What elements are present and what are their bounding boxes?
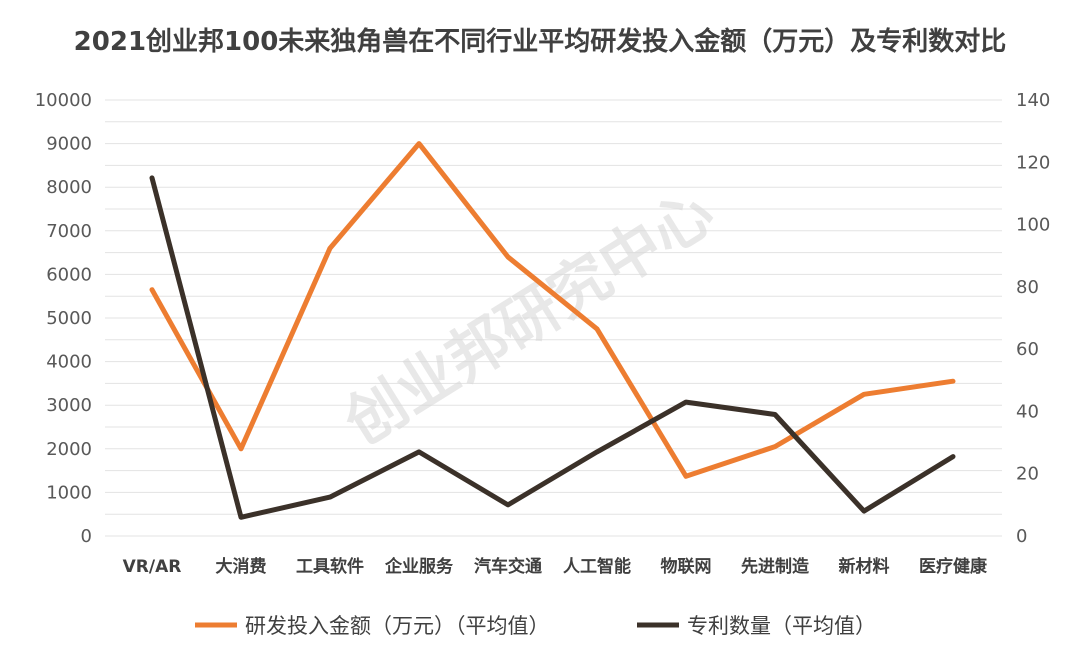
chart-title: 2021创业邦100未来独角兽在不同行业平均研发投入金额（万元）及专利数对比 (74, 26, 1007, 57)
left-tick-label: 10000 (35, 90, 92, 111)
series-line-1 (149, 141, 956, 479)
right-tick-label: 120 (1016, 152, 1050, 173)
left-tick-label: 3000 (46, 395, 92, 416)
series-lines (149, 141, 956, 520)
data-point (417, 450, 421, 454)
data-point (506, 503, 510, 507)
left-tick-label: 4000 (46, 352, 92, 373)
data-point (862, 392, 866, 396)
x-tick-label: VR/AR (123, 557, 182, 577)
data-point (684, 474, 688, 478)
data-point (951, 455, 955, 459)
left-tick-label: 6000 (46, 264, 92, 285)
data-point (328, 495, 332, 499)
x-tick-label: 汽车交通 (474, 556, 542, 577)
left-tick-label: 0 (81, 526, 92, 547)
x-tick-label: 企业服务 (384, 556, 454, 577)
legend: 研发投入金额（万元）（平均值） 专利数量（平均值） (195, 614, 876, 638)
x-axis: VR/AR 大消费 工具软件 企业服务 汽车交通 人工智能 物联网 先进制造 新材料 医疗健康 (123, 556, 988, 577)
data-point (239, 515, 243, 519)
x-tick-label: 新材料 (839, 556, 890, 577)
data-point (951, 379, 955, 383)
data-point (595, 450, 599, 454)
x-tick-label: 物联网 (661, 556, 712, 577)
data-point (684, 400, 688, 404)
legend-label: 专利数量（平均值） (687, 614, 876, 638)
data-point (773, 445, 777, 449)
left-tick-label: 2000 (46, 439, 92, 460)
data-point (150, 176, 154, 180)
left-tick-label: 7000 (46, 221, 92, 242)
right-tick-label: 80 (1016, 277, 1039, 298)
left-axis: 0 1000 2000 3000 4000 5000 6000 7000 8000 9000 100… (35, 90, 92, 547)
right-tick-label: 100 (1016, 215, 1050, 236)
data-point (773, 413, 777, 417)
data-point (239, 447, 243, 451)
data-point (328, 246, 332, 250)
left-tick-label: 9000 (46, 134, 92, 155)
right-tick-label: 40 (1016, 401, 1039, 422)
x-tick-label: 医疗健康 (919, 556, 988, 577)
data-point (417, 142, 421, 146)
x-tick-label: 工具软件 (296, 556, 364, 577)
right-tick-label: 20 (1016, 464, 1039, 485)
data-point (150, 288, 154, 292)
gridlines (105, 99, 1002, 537)
data-point (862, 509, 866, 513)
x-tick-label: 先进制造 (741, 556, 810, 577)
left-tick-label: 5000 (46, 308, 92, 329)
left-tick-label: 8000 (46, 177, 92, 198)
legend-label: 研发投入金额（万元）（平均值） (245, 614, 550, 638)
right-axis: 0 20 40 60 80 100 120 140 (1016, 90, 1050, 547)
x-tick-label: 人工智能 (563, 556, 631, 577)
right-tick-label: 0 (1016, 526, 1027, 547)
right-tick-label: 60 (1016, 339, 1039, 360)
data-point (595, 327, 599, 331)
left-tick-label: 1000 (46, 482, 92, 503)
data-point (506, 255, 510, 259)
series-line-2 (149, 175, 956, 520)
right-tick-label: 140 (1016, 90, 1050, 111)
x-tick-label: 大消费 (216, 556, 267, 577)
